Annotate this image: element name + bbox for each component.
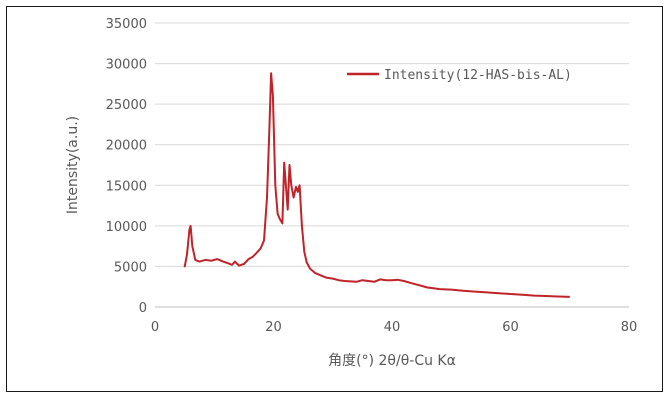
x-tick-label: 80: [621, 320, 638, 335]
y-tick-label: 25000: [106, 98, 147, 113]
y-tick-label: 5000: [114, 260, 147, 275]
y-tick-labels: 0 5000 10000 15000 20000 25000 30000 35000: [106, 17, 147, 316]
y-axis-title: Intensity(a.u.): [65, 116, 81, 214]
x-tick-label: 20: [265, 320, 282, 335]
y-tick-label: 10000: [106, 220, 147, 235]
x-axis-title: 角度(°) 2θ/θ-Cu Kα: [328, 353, 456, 369]
x-tick-label: 60: [502, 320, 519, 335]
legend: Intensity(12-HAS-bis-AL): [347, 68, 572, 83]
y-tick-label: 0: [139, 301, 147, 316]
legend-entry: Intensity(12-HAS-bis-AL): [384, 68, 572, 83]
y-tick-label: 20000: [106, 139, 147, 154]
series-line-0: [183, 72, 570, 298]
y-tick-label: 35000: [106, 17, 147, 32]
chart-frame: 0 5000 10000 15000 20000 25000 30000 35000 0 20 4…: [6, 6, 663, 392]
x-tick-label: 40: [384, 320, 401, 335]
chart-canvas: 0 5000 10000 15000 20000 25000 30000 35000 0 20 4…: [65, 17, 637, 369]
series-layer: [183, 72, 570, 298]
y-tick-label: 15000: [106, 179, 147, 194]
gridlines: [155, 22, 629, 267]
y-tick-label: 30000: [106, 58, 147, 73]
x-tick-label: 0: [151, 320, 159, 335]
x-tick-labels: 0 20 40 60 80: [151, 320, 637, 335]
